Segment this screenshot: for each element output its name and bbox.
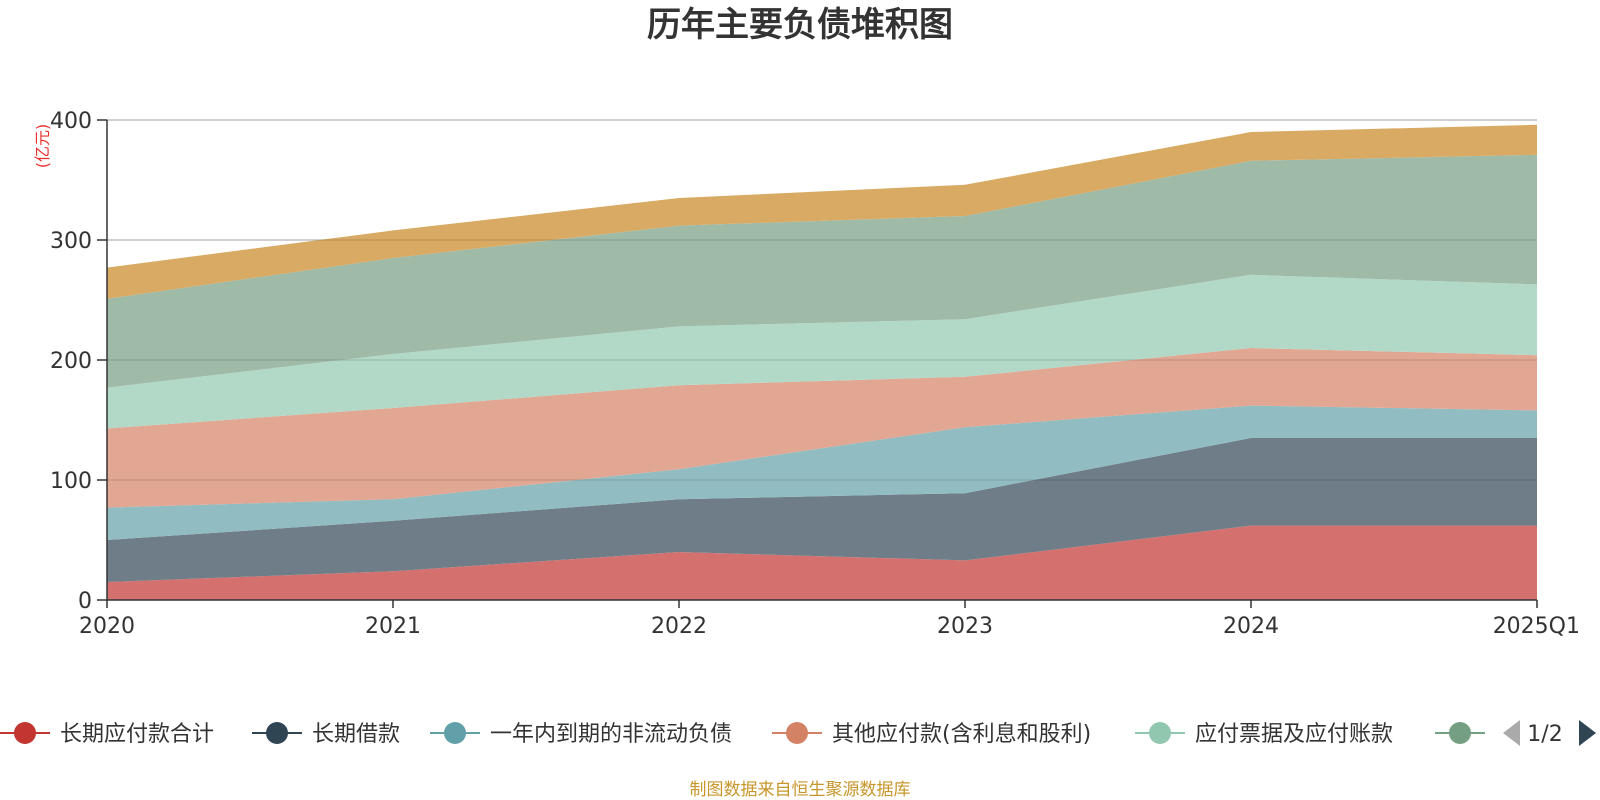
x-tick-label-3: 2023 [937, 614, 993, 639]
pager-next-icon[interactable] [1579, 720, 1596, 746]
legend-item-1[interactable]: 长期借款 [252, 722, 400, 747]
x-tick-label-0: 2020 [79, 614, 135, 639]
area-series-6 [107, 124, 1537, 299]
legend-item-5[interactable] [1435, 722, 1485, 744]
legend-label-2: 一年内到期的非流动负债 [490, 722, 732, 747]
axes: 0 100 200 300 400 2020 2021 2022 2023 2024 2025Q1 [50, 109, 1580, 639]
legend-item-2[interactable]: 一年内到期的非流动负债 [430, 722, 732, 747]
y-axis-unit: (亿元) [33, 124, 52, 169]
legend-label-4: 应付票据及应付账款 [1195, 722, 1393, 747]
y-tick-label-3: 300 [50, 229, 92, 254]
legend-label-0: 长期应付款合计 [60, 722, 214, 747]
legend-marker-1 [266, 722, 288, 744]
data-source-note: 制图数据来自恒生聚源数据库 [690, 780, 911, 800]
legend-marker-3 [786, 722, 808, 744]
grid-lines-overlay [107, 119, 1537, 481]
legend-label-1: 长期借款 [312, 722, 400, 747]
x-tick-label-5: 2025Q1 [1493, 614, 1580, 639]
legend-marker-4 [1149, 722, 1171, 744]
legend-pager[interactable]: 1/2 [1503, 720, 1596, 747]
legend-item-0[interactable]: 长期应付款合计 [0, 722, 214, 747]
legend-item-4[interactable]: 应付票据及应付账款 [1135, 722, 1393, 747]
legend[interactable]: 长期应付款合计 长期借款 一年内到期的非流动负债 其他应付款(含利息和股利) 应付票据及… [0, 722, 1485, 747]
y-tick-label-1: 100 [50, 469, 92, 494]
area-series-1 [107, 438, 1537, 582]
chart-title: 历年主要负债堆积图 [647, 5, 953, 45]
area-series-4 [107, 274, 1537, 429]
area-series [107, 119, 1537, 600]
y-tick-label-0: 0 [78, 589, 92, 614]
legend-label-3: 其他应付款(含利息和股利) [832, 722, 1091, 747]
area-series-2 [107, 405, 1537, 540]
area-series-3 [107, 348, 1537, 508]
legend-item-3[interactable]: 其他应付款(含利息和股利) [772, 722, 1091, 747]
y-tick-label-4: 400 [50, 109, 92, 134]
legend-marker-0 [14, 722, 36, 744]
pager-prev-icon[interactable] [1503, 720, 1520, 746]
area-series-5 [107, 154, 1537, 388]
y-tick-label-2: 200 [50, 349, 92, 374]
x-tick-label-4: 2024 [1223, 614, 1279, 639]
legend-marker-5 [1449, 722, 1471, 744]
area-series-0 [107, 525, 1537, 600]
x-tick-label-1: 2021 [365, 614, 421, 639]
pager-page-indicator: 1/2 [1527, 722, 1562, 747]
x-tick-label-2: 2022 [651, 614, 707, 639]
legend-marker-2 [444, 722, 466, 744]
